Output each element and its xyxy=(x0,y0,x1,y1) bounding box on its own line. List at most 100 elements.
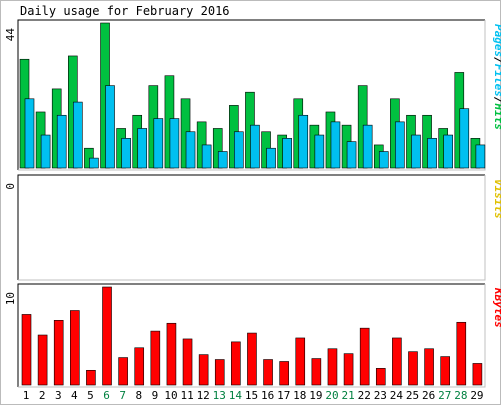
pages-bar xyxy=(217,151,228,169)
kbytes-bar xyxy=(311,358,322,386)
pages-bar xyxy=(346,141,357,169)
pages-bar xyxy=(56,114,67,169)
kbytes-bar xyxy=(70,310,80,386)
axis-max-kbytes: 10 xyxy=(4,292,17,305)
pages-bar xyxy=(282,138,292,169)
pages-bar xyxy=(362,124,373,169)
panel-hits-shadow-edge xyxy=(17,19,485,170)
day-tick-label: 3 xyxy=(55,389,62,402)
kbytes-bar xyxy=(166,322,177,386)
panel-kbytes-shadow-edge xyxy=(17,283,485,387)
kbytes-bar xyxy=(231,341,241,386)
day-tick-label: 20 xyxy=(325,389,338,402)
side-label-kbytes-part-0: KBytes xyxy=(492,287,501,328)
pages-bar xyxy=(475,144,486,169)
pages-bar xyxy=(40,134,51,169)
pages-bar xyxy=(266,147,276,169)
side-label-hits-part-2: Files xyxy=(492,64,501,97)
kbytes-bar xyxy=(134,347,145,386)
kbytes-bar xyxy=(53,320,64,386)
side-label-hits-part-0: Pages xyxy=(492,24,501,57)
side-label-hits-part-3: / xyxy=(492,97,501,104)
side-label-visits-part-0: Visits xyxy=(492,179,501,219)
side-label-hits-part-1: / xyxy=(492,57,501,64)
kbytes-bar xyxy=(86,369,96,386)
pages-bar xyxy=(234,131,244,169)
kbytes-bar xyxy=(343,353,354,386)
kbytes-bar xyxy=(359,327,370,386)
side-label-hits-part-4: Hits xyxy=(492,103,501,131)
kbytes-bar xyxy=(392,337,402,386)
pages-bar xyxy=(250,124,260,169)
chart-title: Daily usage for February 2016 xyxy=(20,4,230,18)
side-label-visits: Visits xyxy=(492,179,501,219)
day-tick-label: 24 xyxy=(390,389,404,402)
day-tick-label: 18 xyxy=(293,389,306,402)
panel-visits-light-edge xyxy=(18,175,486,281)
day-tick-label: 13 xyxy=(213,389,226,402)
day-tick-label: 25 xyxy=(406,389,419,402)
day-tick-label: 21 xyxy=(341,389,354,402)
day-tick-label: 10 xyxy=(164,389,177,402)
axis-max-visits: 0 xyxy=(4,183,17,190)
day-tick-label: 28 xyxy=(454,389,467,402)
kbytes-bar xyxy=(118,357,128,386)
kbytes-bar xyxy=(456,321,467,386)
panel-visits-shadow-edge xyxy=(17,174,485,280)
panel-hits-light-edge xyxy=(18,20,486,171)
kbytes-bar xyxy=(198,354,209,386)
kbytes-bar xyxy=(472,363,483,386)
pages-bar xyxy=(105,85,115,169)
kbytes-bar xyxy=(279,361,289,386)
day-tick-label: 7 xyxy=(119,389,126,402)
pages-bar xyxy=(411,134,421,169)
pages-bar xyxy=(427,138,437,169)
kbytes-bar xyxy=(37,334,48,386)
day-tick-label: 27 xyxy=(438,389,451,402)
hits-bar xyxy=(212,128,223,169)
day-tick-label: 17 xyxy=(277,389,290,402)
pages-bar xyxy=(121,138,131,169)
panel-kbytes-light-edge xyxy=(18,284,486,388)
kbytes-bar xyxy=(263,359,273,386)
pages-bar xyxy=(395,121,405,169)
kbytes-bar xyxy=(295,337,306,386)
axis-max-hits: 44 xyxy=(4,28,17,42)
day-tick-label: 22 xyxy=(358,389,371,402)
panel-visits xyxy=(18,175,485,280)
day-tick-label: 29 xyxy=(470,389,483,402)
day-tick-label: 19 xyxy=(309,389,322,402)
kbytes-bar xyxy=(214,359,225,386)
day-tick-label: 15 xyxy=(245,389,258,402)
day-tick-label: 4 xyxy=(71,389,78,402)
day-tick-label: 23 xyxy=(374,389,387,402)
pages-bar xyxy=(89,157,99,169)
pages-bar xyxy=(330,121,341,169)
day-tick-label: 6 xyxy=(103,389,110,402)
day-tick-label: 26 xyxy=(422,389,435,402)
day-tick-label: 14 xyxy=(229,389,243,402)
day-tick-label: 8 xyxy=(135,389,142,402)
pages-bar xyxy=(201,144,212,169)
pages-bar xyxy=(73,101,83,169)
pages-bar xyxy=(169,118,180,169)
kbytes-bar xyxy=(327,348,338,386)
day-tick-label: 5 xyxy=(87,389,94,402)
pages-bar xyxy=(314,134,325,169)
day-tick-label: 9 xyxy=(152,389,159,402)
side-label-hits: Pages/Files/Hits xyxy=(492,24,501,130)
kbytes-bar xyxy=(21,314,32,386)
day-tick-label: 12 xyxy=(197,389,210,402)
day-tick-label: 16 xyxy=(261,389,274,402)
pages-bar xyxy=(137,128,148,169)
kbytes-bar xyxy=(440,356,450,386)
pages-bar xyxy=(24,98,35,169)
kbytes-bar xyxy=(424,348,434,386)
day-tick-label: 11 xyxy=(180,389,193,402)
kbytes-bar xyxy=(102,286,112,386)
side-label-kbytes: KBytes xyxy=(492,287,501,328)
pages-bar xyxy=(185,131,196,169)
kbytes-bar xyxy=(408,351,418,386)
kbytes-bar xyxy=(150,330,161,386)
